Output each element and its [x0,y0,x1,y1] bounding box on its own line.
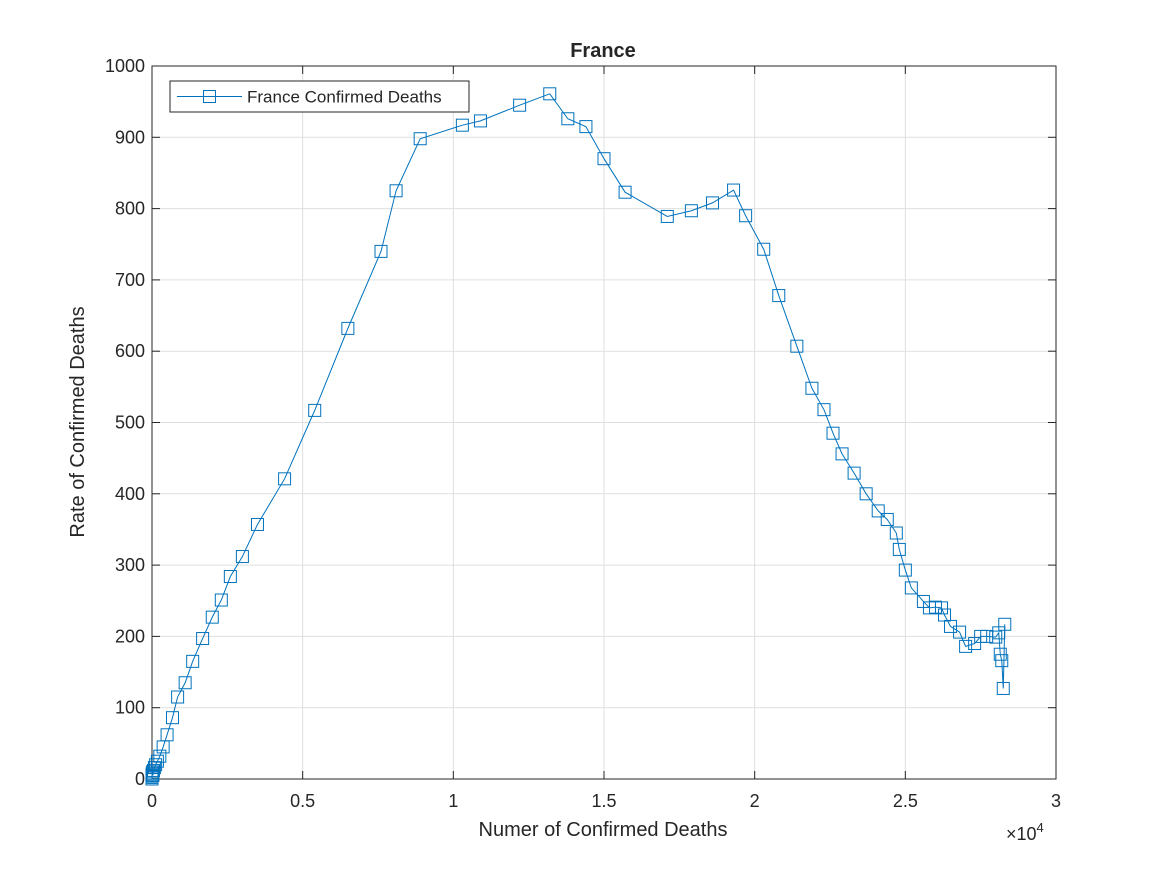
data-point-marker [989,630,1003,644]
data-point-marker [160,728,174,742]
data-point-marker [995,654,1009,668]
data-point-marker [413,132,427,146]
y-tick-label: 900 [115,127,145,147]
x-tick-label: 0 [147,791,157,811]
data-point-marker [543,87,557,101]
series-line [151,93,1006,779]
x-tick-label: 2.5 [893,791,918,811]
x-tick-label: 2 [750,791,760,811]
data-point-marker [171,690,185,704]
chart-title: France [570,40,636,62]
y-tick-label: 400 [115,484,145,504]
legend-marker-sample [203,90,216,103]
y-tick-label: 800 [115,199,145,219]
x-axis-exponent-power: 4 [1037,820,1044,835]
x-axis-exponent-base: ×10 [1006,824,1037,844]
data-point-marker [805,381,819,395]
data-point-marker [880,512,894,526]
data-point-marker [684,204,698,218]
data-point-marker [149,758,163,772]
x-tick-label: 0.5 [290,791,315,811]
data-point-marker [826,426,840,440]
data-point-marker [847,466,861,480]
x-axis-label: Numer of Confirmed Deaths [479,819,728,841]
data-point-marker [757,242,771,256]
data-point-marker [705,196,719,210]
data-point-marker [153,749,167,763]
y-tick-label: 200 [115,626,145,646]
data-point-marker [790,339,804,353]
data-point-marker [859,487,873,501]
data-point-marker [308,403,322,417]
data-point-marker [389,184,403,198]
y-tick-label: 700 [115,270,145,290]
data-point-marker [205,610,219,624]
data-point-marker [904,581,918,595]
y-tick-label: 600 [115,341,145,361]
data-point-marker [660,209,674,223]
y-tick-label: 500 [115,413,145,433]
data-point-marker [959,639,973,653]
data-point-marker [561,112,575,126]
data-point-marker [618,185,632,199]
data-point-marker [871,504,885,518]
data-point-marker [473,114,487,128]
data-point-marker [934,601,948,615]
data-point-marker [341,321,355,335]
data-point-marker [739,209,753,223]
data-point-marker [898,563,912,577]
data-point-marker [178,676,192,690]
data-point-marker [278,472,292,486]
data-point-marker [235,550,249,564]
data-point-marker [513,98,527,112]
legend-label: France Confirmed Deaths [247,88,442,107]
data-point-marker [196,632,210,646]
data-point-marker [597,152,611,166]
data-point-marker [727,183,741,197]
data-point-marker [186,654,200,668]
y-axis-label: Rate of Confirmed Deaths [67,306,89,537]
y-tick-label: 1000 [105,56,145,76]
data-point-marker [455,118,469,132]
data-point-marker [817,403,831,417]
data-point-marker [953,625,967,639]
data-point-marker [835,447,849,461]
x-axis-exponent: ×104 [1006,820,1044,844]
data-point-marker [250,517,264,531]
x-tick-label: 1.5 [591,791,616,811]
y-tick-label: 300 [115,555,145,575]
data-point-marker [223,570,237,584]
x-tick-label: 3 [1051,791,1061,811]
x-tick-label: 1 [448,791,458,811]
data-point-marker [996,681,1010,695]
data-point-marker [772,289,786,303]
y-tick-label: 0 [135,769,145,789]
data-point-marker [150,754,164,768]
data-point-marker [214,593,228,607]
data-point-marker [374,244,388,258]
data-point-marker [165,711,179,725]
data-point-marker [146,768,160,782]
data-point-marker [889,526,903,540]
data-point-marker [998,617,1012,631]
data-point-marker [892,542,906,556]
data-point-marker [579,120,593,134]
y-tick-label: 100 [115,698,145,718]
